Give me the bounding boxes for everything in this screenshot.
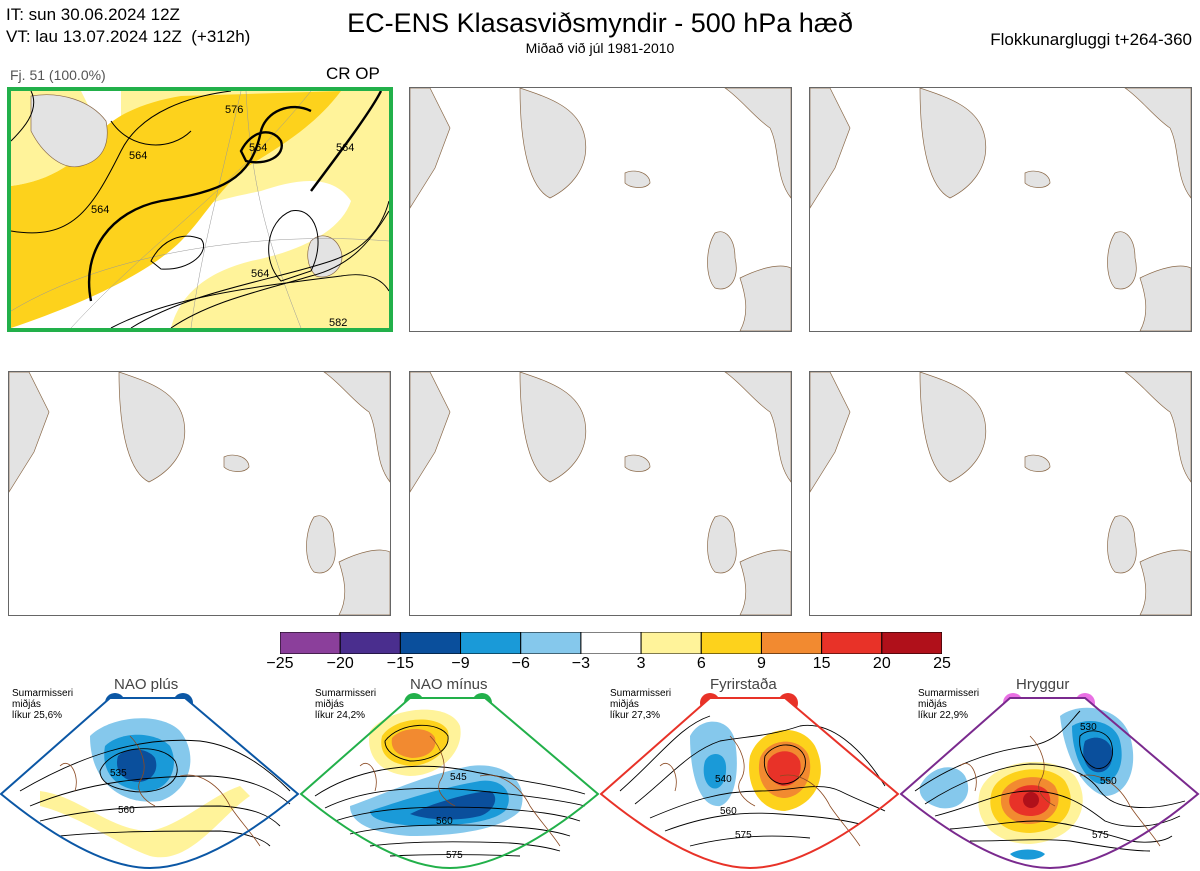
colorbar-tick-label: 25 — [933, 655, 951, 672]
map-panel-1-graphic: 564 564 564 564 564 582 576 — [11, 91, 389, 328]
map-panel-4-graphic — [9, 372, 390, 615]
contour-label: 535 — [110, 768, 127, 779]
regime-title: Hryggur — [1016, 676, 1070, 693]
colorbar-swatch — [881, 631, 943, 655]
regime-season: Sumarmisseri — [610, 688, 672, 699]
contour-label: 560 — [118, 805, 135, 816]
page-title: EC-ENS Klasasviðsmyndir - 500 hPa hæð — [347, 8, 853, 38]
colorbar-swatch — [580, 631, 642, 655]
colorbar-tick-label: 15 — [812, 655, 831, 672]
map-panel-2-graphic — [410, 88, 791, 331]
regime-title: NAO mínus — [410, 676, 488, 693]
panel-1-label: Fj. 51 (100.0%) — [10, 67, 106, 83]
contour-label: 530 — [1080, 722, 1097, 733]
init-time: IT: sun 30.06.2024 12Z — [6, 5, 180, 24]
regime-meta: Sumarmisseri miðjás líkur 25,6% — [12, 688, 73, 721]
map-panel-5-graphic — [410, 372, 791, 615]
contour-label: 564 — [91, 204, 109, 216]
colorbar-tick-label: −25 — [266, 655, 294, 672]
contour-label: 564 — [336, 142, 354, 154]
colorbar-tick-label: −9 — [451, 655, 470, 672]
map-panel-4[interactable] — [8, 371, 391, 616]
regime-probability: líkur 25,6% — [12, 710, 63, 721]
colorbar-tick-label: −20 — [326, 655, 354, 672]
regime-nao-plus[interactable]: NAO plús Sumarmisseri miðjás líkur 25,6%… — [0, 676, 300, 871]
regime-kind: miðjás — [610, 699, 639, 710]
colorbar-swatch — [821, 631, 883, 655]
contour-label: 564 — [129, 150, 147, 162]
map-panel-3[interactable] — [809, 87, 1192, 332]
colorbar-swatch — [640, 631, 702, 655]
colorbar-swatch — [460, 631, 522, 655]
contour-label: 576 — [225, 104, 243, 116]
colorbar-swatch — [339, 631, 401, 655]
colorbar-swatch — [520, 631, 582, 655]
contour-label: 575 — [1092, 830, 1109, 841]
colorbar-tick-label: 6 — [696, 655, 706, 672]
regime-map: 530 550 575 — [900, 697, 1200, 870]
contour-label: 545 — [450, 772, 467, 783]
colorbar-tick-label: −6 — [511, 655, 530, 672]
regime-probability: líkur 27,3% — [610, 710, 661, 721]
regime-season: Sumarmisseri — [12, 688, 74, 699]
colorbar-swatch — [700, 631, 762, 655]
contour-label: 550 — [1100, 776, 1117, 787]
page-subtitle: Miðað við júl 1981-2010 — [525, 40, 675, 56]
classification-window: Flokkunargluggi t+264-360 — [990, 30, 1192, 49]
header-init-times: IT: sun 30.06.2024 12Z VT: lau 13.07.202… — [6, 4, 250, 48]
contour-label: 575 — [735, 830, 752, 841]
regime-map: 545 560 575 — [300, 697, 600, 870]
valid-time: VT: lau 13.07.2024 12Z (+312h) — [6, 27, 251, 46]
map-panel-1[interactable]: 564 564 564 564 564 582 576 — [7, 87, 393, 332]
map-panel-2[interactable] — [409, 87, 792, 332]
regime-map: 535 560 — [0, 697, 300, 870]
colorbar-swatch — [399, 631, 462, 655]
regime-nao-minus[interactable]: NAO mínus Sumarmisseri miðjás líkur 24,2… — [300, 676, 600, 871]
contour-label: 575 — [446, 850, 463, 861]
contour-label: 560 — [720, 806, 737, 817]
map-panel-3-graphic — [810, 88, 1191, 331]
map-panel-5[interactable] — [409, 371, 792, 616]
regime-meta: Sumarmisseri miðjás líkur 27,3% — [610, 688, 671, 721]
regime-probability: líkur 24,2% — [315, 710, 366, 721]
regime-title: NAO plús — [114, 676, 179, 693]
regime-kind: miðjás — [12, 699, 41, 710]
colorbar-tick-label: 20 — [872, 655, 891, 672]
regime-season: Sumarmisseri — [315, 688, 377, 699]
map-panel-6-graphic — [810, 372, 1191, 615]
regime-meta: Sumarmisseri miðjás líkur 22,9% — [918, 688, 979, 721]
contour-label: 560 — [436, 816, 453, 827]
colorbar-tick-label: −15 — [386, 655, 414, 672]
regime-probability: líkur 22,9% — [918, 710, 969, 721]
contour-label: 564 — [251, 268, 269, 280]
colorbar-tick-label: 9 — [757, 655, 766, 672]
regime-fyrirstada[interactable]: Fyrirstaða Sumarmisseri miðjás líkur 27,… — [600, 676, 900, 871]
regime-title: Fyrirstaða — [710, 676, 777, 693]
regime-meta: Sumarmisseri miðjás líkur 24,2% — [315, 688, 376, 721]
colorbar-swatch — [279, 631, 341, 655]
contour-label: 582 — [329, 317, 347, 328]
contour-label: 564 — [249, 142, 267, 154]
map-panel-6[interactable] — [809, 371, 1192, 616]
regime-map: 540 560 575 — [600, 697, 900, 870]
contour-label: 540 — [715, 774, 732, 785]
colorbar-swatch — [760, 631, 823, 655]
colorbar-tick-label: −3 — [571, 655, 591, 672]
colorbar-swatches — [279, 631, 943, 655]
regime-hryggur[interactable]: Hryggur Sumarmisseri miðjás líkur 22,9% — [900, 676, 1200, 871]
colorbar-tick-label: 3 — [636, 655, 646, 672]
panel-1-tag: CR OP — [326, 64, 380, 83]
colorbar — [279, 631, 943, 655]
regime-kind: miðjás — [918, 699, 947, 710]
regime-season: Sumarmisseri — [918, 688, 980, 699]
colorbar-ticks: −25 −20 −15 −9 −6 −3 3 6 9 15 20 25 — [266, 655, 950, 675]
regime-kind: miðjás — [315, 699, 344, 710]
